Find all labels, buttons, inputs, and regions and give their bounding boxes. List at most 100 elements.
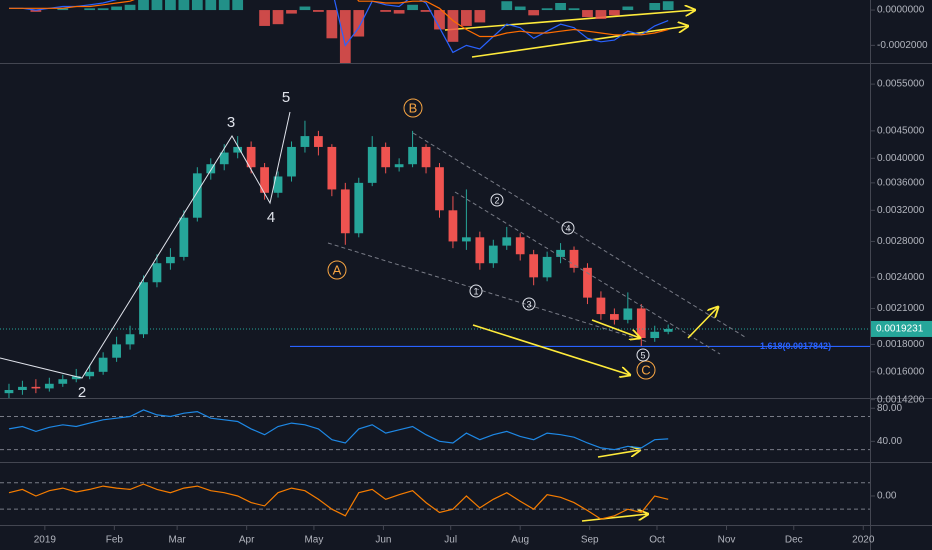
histogram-bar — [649, 3, 661, 11]
histogram-bar — [326, 10, 338, 39]
channel-line — [327, 242, 649, 343]
histogram-bar — [461, 10, 472, 26]
rsi-panel — [0, 409, 870, 451]
x-tick-label: Apr — [239, 535, 255, 546]
x-tick-label: Nov — [718, 535, 736, 546]
drawings — [0, 10, 746, 522]
candle-body — [475, 237, 485, 264]
oscillator-panel — [0, 482, 870, 520]
histogram-bar — [528, 10, 540, 16]
candle-body — [273, 176, 283, 193]
histogram-bar — [541, 8, 553, 11]
candle-body — [166, 256, 175, 264]
y-tick-label: 0.0000000 — [877, 5, 925, 16]
candle-body — [260, 167, 269, 193]
last-price-box — [871, 320, 932, 337]
sub-label: 1 — [473, 286, 478, 296]
abc-label: C — [641, 362, 650, 377]
histogram-bar — [165, 0, 176, 11]
y-tick-label: 0.0018000 — [877, 339, 925, 350]
histogram-bar — [609, 10, 620, 16]
x-tick-label: Jun — [375, 535, 391, 546]
histogram-bar — [286, 10, 297, 14]
histogram-bar — [662, 1, 674, 11]
candle-body — [502, 237, 512, 246]
candle-body — [650, 331, 660, 338]
fib-label: 1.618(0.0017842) — [760, 341, 831, 351]
candle-body — [610, 314, 619, 320]
channel-line — [412, 132, 746, 338]
abc-label: B — [409, 100, 418, 115]
histogram-bar — [205, 0, 217, 11]
histogram-bar — [582, 10, 593, 18]
x-tick-label: Feb — [106, 535, 124, 546]
histogram-bar — [124, 4, 136, 11]
histogram-bar — [138, 0, 149, 11]
candle-body — [596, 297, 606, 315]
y-tick-label: 0.0032000 — [877, 205, 925, 216]
x-tick-label: Aug — [511, 535, 529, 546]
candle-body — [314, 136, 323, 147]
histogram-bar — [434, 10, 445, 30]
candle-body — [569, 249, 579, 268]
abc-label: A — [333, 262, 342, 277]
candle-body — [58, 379, 68, 384]
histogram-bar — [30, 10, 42, 12]
indicator-line — [8, 409, 669, 451]
x-tick-label: Dec — [785, 535, 803, 546]
histogram-bar — [299, 6, 311, 11]
candle-body — [394, 164, 404, 168]
candle-body — [583, 267, 592, 298]
histogram-bar — [474, 10, 486, 23]
candle-body — [529, 254, 539, 278]
candle-body — [381, 146, 391, 168]
candle-body — [367, 146, 377, 183]
y-tick-label: 0.0021000 — [877, 303, 925, 314]
histogram-bar — [353, 10, 365, 37]
candle-body — [327, 146, 337, 190]
y-tick-label: 0.0028000 — [877, 236, 925, 247]
candle-body — [287, 146, 296, 177]
candle-body — [233, 146, 243, 153]
candle-body — [340, 189, 350, 234]
sub-circles — [469, 193, 650, 362]
candle-body — [300, 136, 310, 147]
candle-body — [18, 386, 27, 390]
histogram-bar — [178, 0, 190, 11]
y-tick-label: 0.0036000 — [877, 178, 925, 189]
x-tick-label: 2020 — [852, 535, 875, 546]
histogram-bar — [259, 10, 270, 26]
histogram-bar — [151, 0, 163, 11]
candle-body — [488, 245, 498, 264]
arrows — [444, 10, 718, 522]
sub-label: 2 — [494, 195, 499, 205]
y-tick-label: 0.0045000 — [877, 126, 925, 137]
candle-body — [421, 146, 431, 168]
last-price-label: 0.0019231 — [876, 324, 924, 335]
wave-label: 5 — [282, 89, 290, 106]
candle-body — [623, 308, 633, 320]
histogram-bar — [111, 6, 122, 11]
histogram-bar — [393, 10, 405, 14]
histogram-bar — [568, 8, 580, 11]
candle-body — [71, 376, 81, 380]
macd-panel — [9, 0, 674, 63]
macd-line — [9, 0, 669, 38]
histogram-bar — [447, 10, 459, 42]
candle-body — [152, 263, 162, 283]
candle-body — [636, 308, 646, 338]
histogram-bar — [57, 8, 69, 11]
histogram-bar — [339, 10, 351, 63]
histogram-bar — [97, 8, 109, 11]
histogram-bar — [380, 10, 392, 12]
candle-body — [31, 386, 41, 389]
candle-body — [462, 237, 471, 242]
sub-label: 4 — [565, 223, 570, 233]
histogram-bar — [218, 0, 230, 11]
y-tick-label: 0.0055000 — [877, 79, 925, 90]
axes: 2019 Feb Mar Apr May Jun Jul Aug Sep Oct Nov Dec 202… — [34, 5, 932, 546]
wave-label: 4 — [267, 209, 275, 226]
wave-label: 3 — [227, 114, 235, 131]
